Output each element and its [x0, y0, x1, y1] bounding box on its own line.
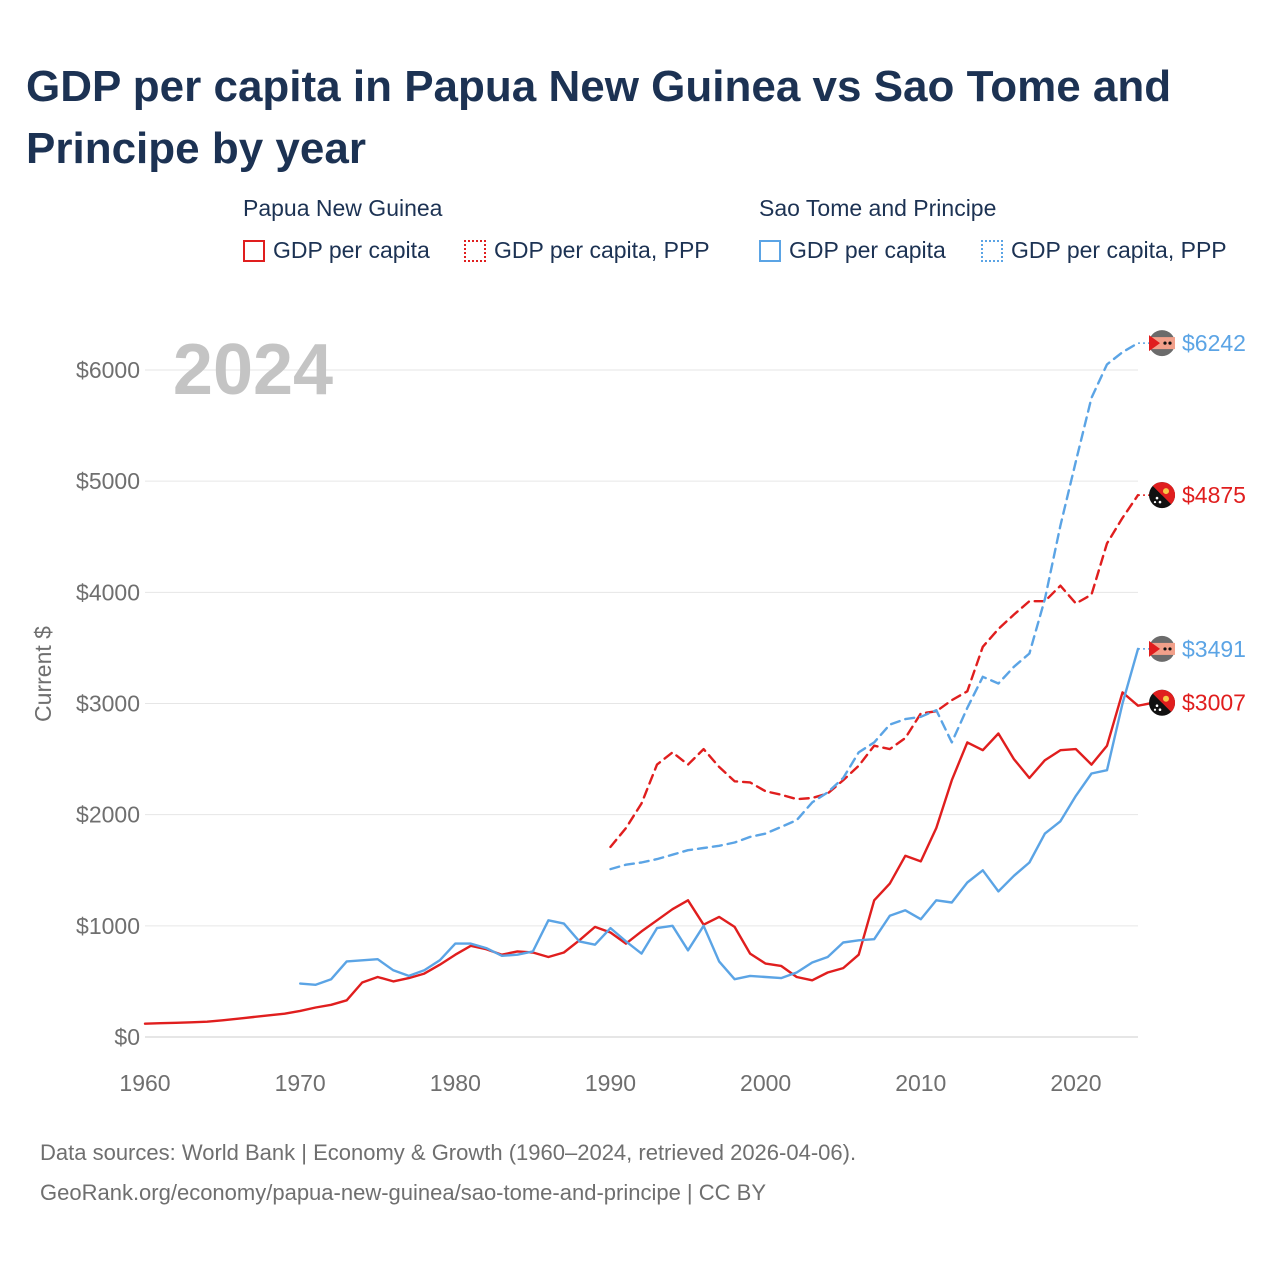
legend-group-sao-tome-and-principe: Sao Tome and Principe: [759, 195, 997, 221]
y-tick-label: $1000: [76, 913, 140, 939]
papua-new-guinea-flag-icon: [1149, 689, 1175, 716]
end-value-label: $4875: [1182, 482, 1246, 508]
y-tick-label: $4000: [76, 579, 140, 605]
end-value-label: $6242: [1182, 330, 1246, 356]
sao-tome-flag-icon: [1149, 330, 1175, 357]
y-tick-label: $5000: [76, 468, 140, 494]
x-tick-label: 2010: [895, 1070, 946, 1096]
series-line[interactable]: [143, 691, 1155, 1025]
papua-new-guinea-flag-icon: [1149, 482, 1175, 509]
end-value-label: $3007: [1182, 690, 1246, 716]
legend-label: GDP per capita, PPP: [494, 237, 710, 263]
legend-item-png-gdp-ppp[interactable]: GDP per capita, PPP: [464, 237, 710, 264]
footer-sources: Data sources: World Bank | Economy & Gro…: [40, 1140, 857, 1165]
x-tick-label: 2020: [1050, 1070, 1101, 1096]
x-tick-label: 1970: [275, 1070, 326, 1096]
y-axis-label: Current $: [30, 626, 56, 722]
y-axis: $0 $1000 $2000 $3000 $4000 $5000 $6000: [76, 357, 140, 1050]
y-tick-label: $0: [114, 1024, 140, 1050]
y-tick-label: $2000: [76, 802, 140, 828]
legend-item-stp-gdp-ppp[interactable]: GDP per capita, PPP: [981, 237, 1227, 264]
x-tick-label: 2000: [740, 1070, 791, 1096]
legend-swatch-dotted-icon: [981, 239, 1003, 262]
year-overlay: 2024: [173, 330, 333, 410]
series-line[interactable]: [299, 647, 1140, 986]
series-lines: [143, 341, 1155, 1025]
sao-tome-flag-icon: [1149, 635, 1175, 662]
x-axis: 1960 1970 1980 1990 2000 2010 2020: [119, 1070, 1101, 1096]
footer-attribution: GeoRank.org/economy/papua-new-guinea/sao…: [40, 1180, 766, 1205]
x-tick-label: 1990: [585, 1070, 636, 1096]
legend-label: GDP per capita: [789, 237, 946, 263]
legend-swatch-solid-icon: [243, 239, 265, 262]
legend-item-png-gdp[interactable]: GDP per capita: [243, 237, 430, 264]
end-value-label: $3491: [1182, 636, 1246, 662]
y-tick-label: $6000: [76, 357, 140, 383]
end-markers: $3007 $4875 $3491 $6242: [1138, 330, 1246, 716]
series-line[interactable]: [609, 341, 1140, 871]
legend-label: GDP per capita, PPP: [1011, 237, 1227, 263]
legend-swatch-dotted-icon: [464, 239, 486, 262]
chart-title: GDP per capita in Papua New Guinea vs Sa…: [26, 62, 1172, 173]
legend-label: GDP per capita: [273, 237, 430, 263]
gridlines: [145, 369, 1138, 1038]
x-tick-label: 1960: [119, 1070, 170, 1096]
series-line[interactable]: [609, 493, 1140, 849]
legend-swatch-solid-icon: [759, 239, 781, 262]
legend-group-papua-new-guinea: Papua New Guinea: [243, 195, 443, 221]
y-tick-label: $3000: [76, 691, 140, 717]
legend-item-stp-gdp[interactable]: GDP per capita: [759, 237, 946, 264]
x-tick-label: 1980: [430, 1070, 481, 1096]
